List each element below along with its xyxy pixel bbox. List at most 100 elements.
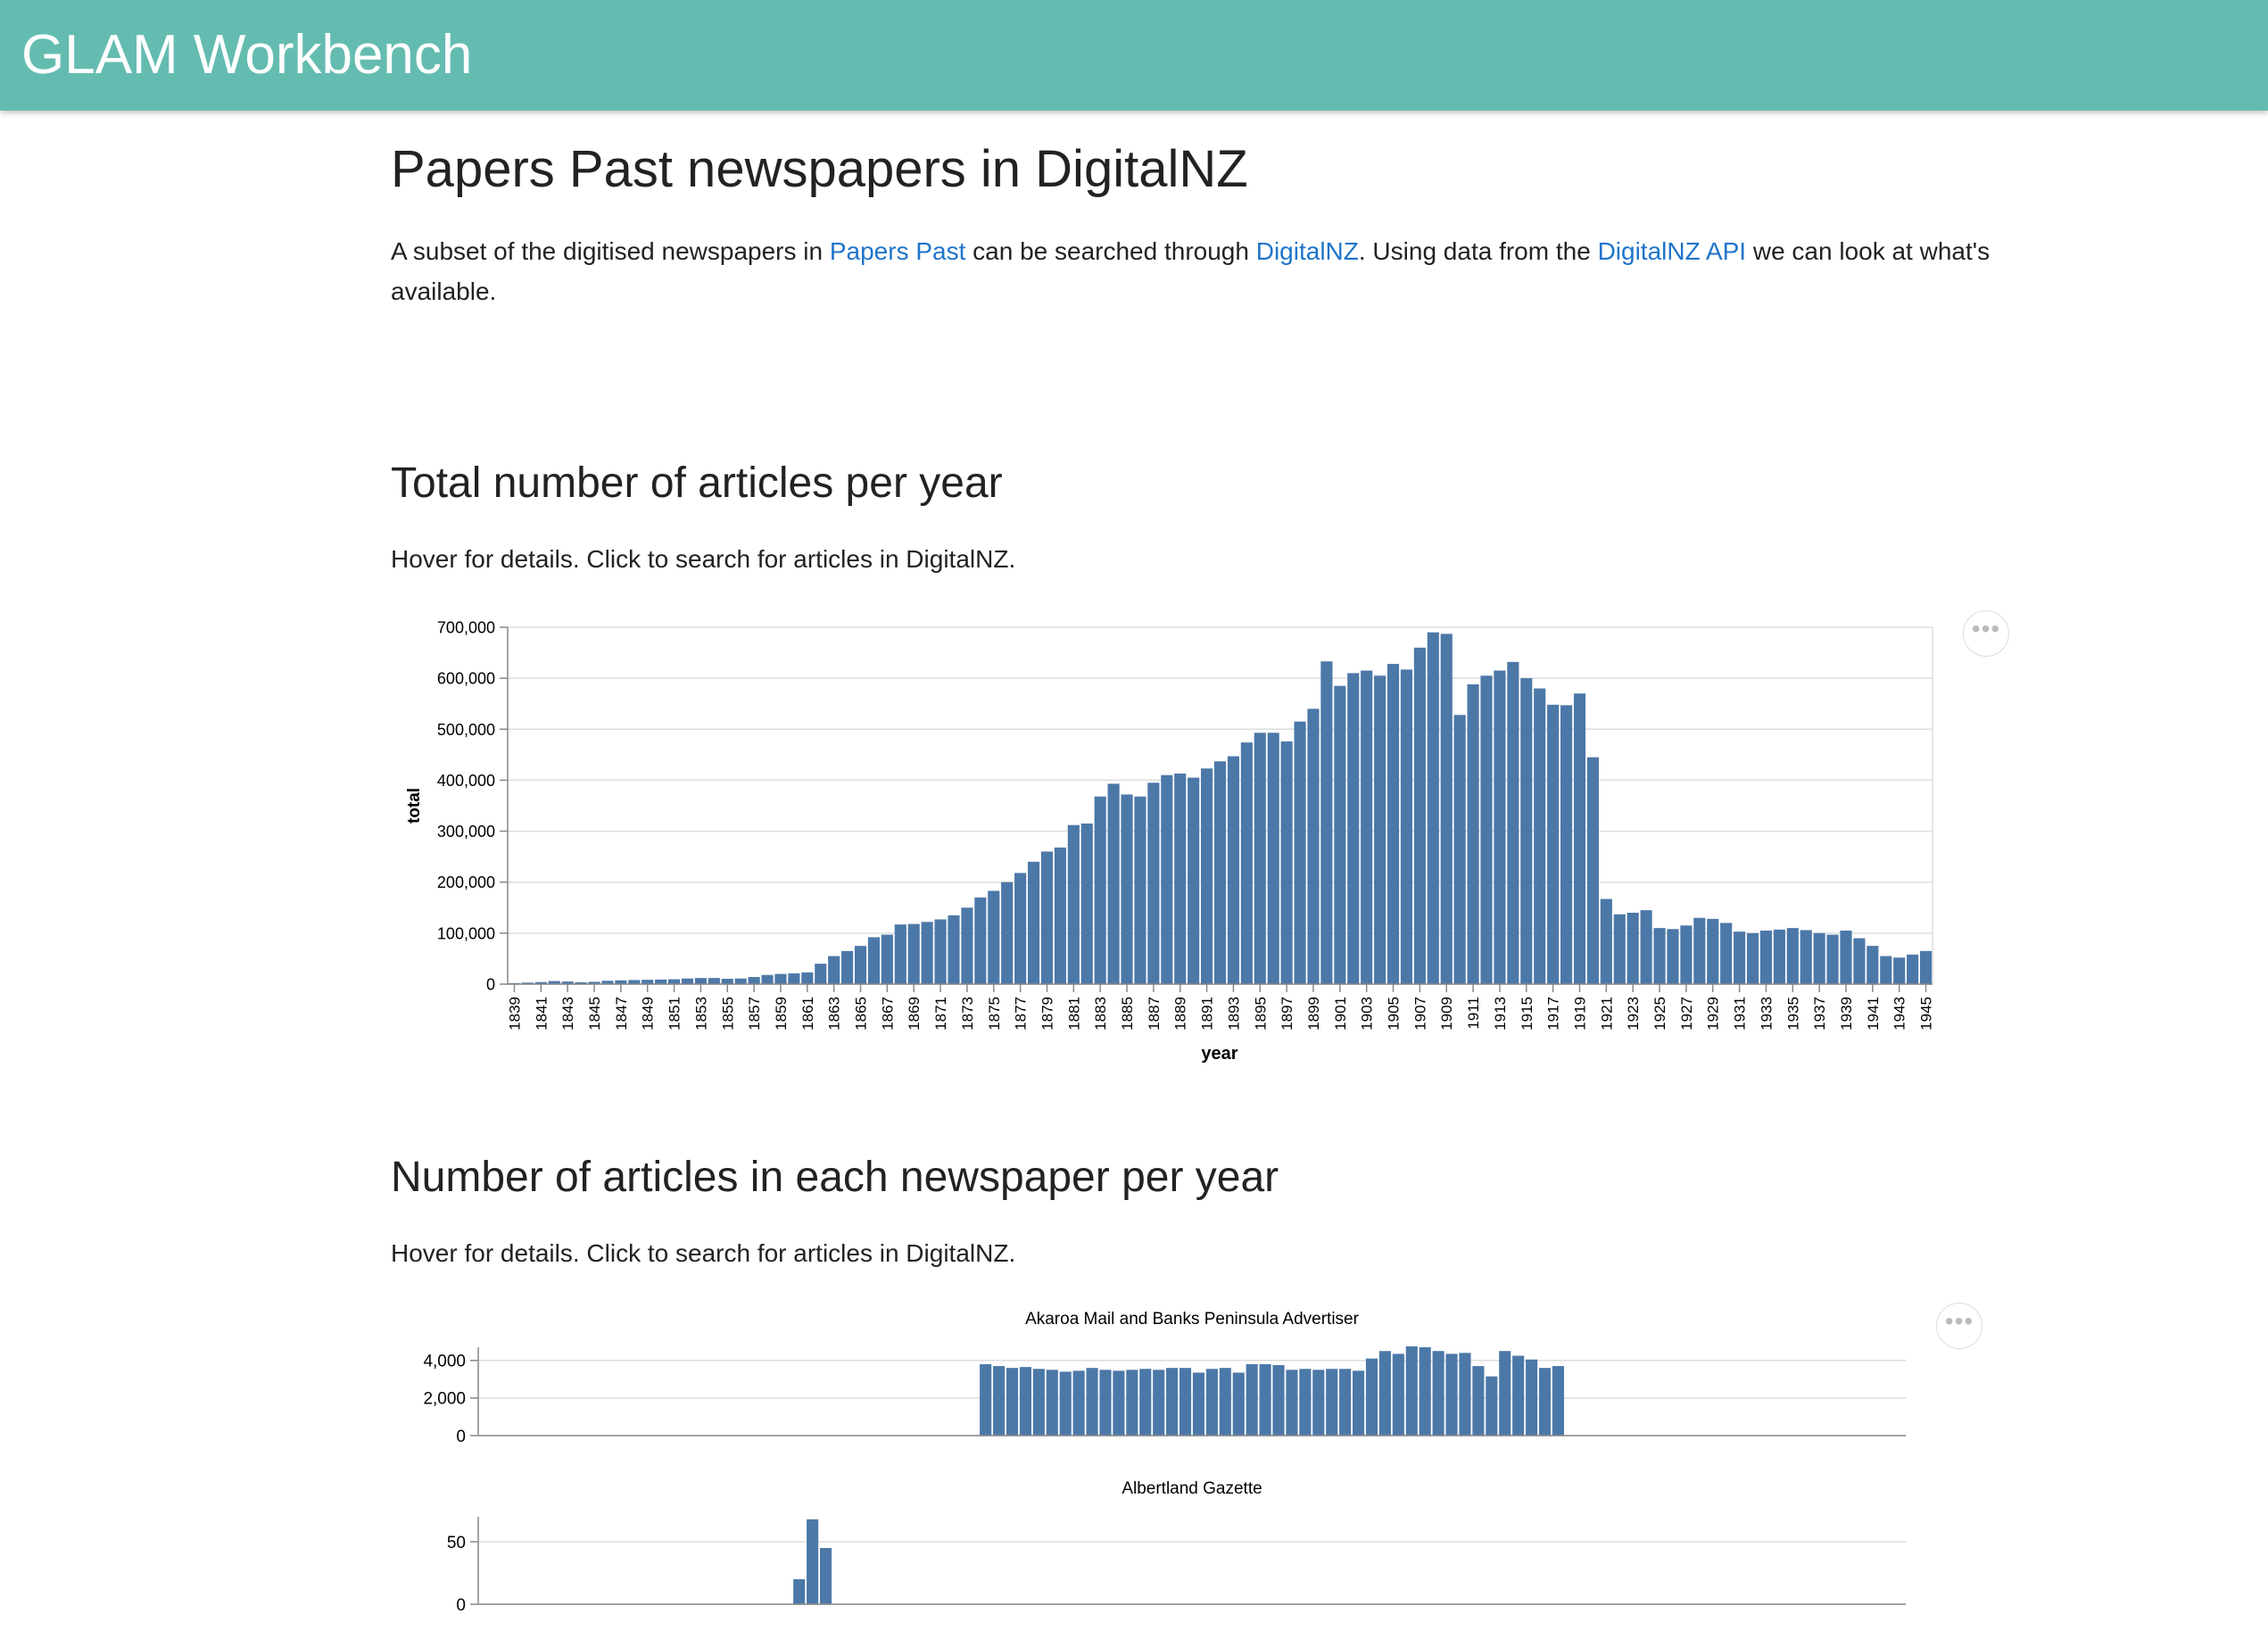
x-tick-label: 1855 <box>719 997 736 1031</box>
bar <box>1586 757 1599 984</box>
bar <box>1259 1363 1271 1436</box>
x-tick-label: 1913 <box>1492 997 1509 1031</box>
bar <box>993 1366 1006 1436</box>
y-tick-label: 4,000 <box>423 1353 466 1371</box>
bar <box>1227 756 1239 984</box>
bar <box>1746 932 1759 984</box>
chart-actions-menu-icon[interactable]: ••• <box>1936 1303 1982 1349</box>
bar <box>1040 851 1054 984</box>
bar <box>1192 1372 1205 1436</box>
bar <box>1386 664 1400 984</box>
bar <box>1826 934 1839 984</box>
bar <box>708 978 720 984</box>
digitalnz-api-link[interactable]: DigitalNZ API <box>1597 237 1747 265</box>
bar <box>1867 946 1879 984</box>
bar <box>1139 1369 1152 1436</box>
bar <box>655 979 667 984</box>
bar <box>561 981 574 984</box>
bar <box>1627 913 1639 984</box>
bar <box>1600 898 1612 984</box>
x-tick-label: 1853 <box>692 997 709 1031</box>
bar <box>1353 1370 1365 1436</box>
bar <box>1573 693 1586 984</box>
bar <box>807 1519 819 1604</box>
bar <box>1080 824 1093 984</box>
bar <box>1720 923 1733 984</box>
x-tick-label: 1849 <box>640 997 657 1031</box>
papers-past-link[interactable]: Papers Past <box>829 237 966 265</box>
bar <box>1480 675 1493 984</box>
y-tick-label: 200,000 <box>437 873 495 891</box>
bar <box>1445 1354 1458 1436</box>
bar <box>667 979 681 984</box>
x-tick-label: 1863 <box>826 997 843 1031</box>
x-tick-label: 1905 <box>1386 997 1403 1031</box>
bar <box>1759 931 1773 984</box>
bar <box>1840 931 1852 984</box>
bar <box>907 923 920 984</box>
bar <box>1107 783 1120 984</box>
chart-actions-menu-icon[interactable]: ••• <box>1963 610 2009 657</box>
page-title: Papers Past newspapers in DigitalNZ <box>391 140 1248 198</box>
bar <box>601 981 614 984</box>
x-tick-label: 1841 <box>533 997 550 1031</box>
bar <box>1800 930 1812 984</box>
bar <box>980 1363 992 1436</box>
x-tick-label: 1859 <box>773 997 790 1031</box>
x-tick-label: 1941 <box>1865 997 1882 1031</box>
bar <box>1512 1355 1525 1436</box>
x-tick-label: 1899 <box>1305 997 1322 1031</box>
facet-title: Akaroa Mail and Banks Peninsula Advertis… <box>1025 1310 1360 1329</box>
x-tick-label: 1909 <box>1438 997 1455 1031</box>
bar <box>1361 670 1373 984</box>
x-tick-label: 1897 <box>1279 997 1295 1031</box>
bar <box>1365 1358 1378 1436</box>
bar <box>1427 632 1439 984</box>
x-tick-label: 1895 <box>1252 997 1269 1031</box>
bar <box>1486 1376 1498 1436</box>
x-tick-label: 1919 <box>1571 997 1588 1031</box>
bar <box>881 934 893 984</box>
bar <box>988 890 1000 984</box>
bar <box>1027 861 1040 984</box>
x-tick-label: 1921 <box>1598 997 1615 1031</box>
bar <box>815 964 827 984</box>
y-tick-label: 0 <box>456 1596 466 1615</box>
bar <box>1121 794 1133 984</box>
bar <box>1094 796 1106 984</box>
x-tick-label: 1857 <box>746 997 763 1031</box>
digitalnz-link[interactable]: DigitalNZ <box>1255 237 1359 265</box>
bar <box>1472 1366 1485 1436</box>
bar <box>1786 928 1799 984</box>
bar <box>1613 914 1626 984</box>
bar <box>1374 675 1386 984</box>
bar <box>1534 688 1546 984</box>
bar <box>1294 721 1306 984</box>
bar <box>1667 929 1679 984</box>
bar <box>1734 931 1746 984</box>
bar <box>1499 1351 1511 1436</box>
x-tick-label: 1907 <box>1411 997 1428 1031</box>
bar <box>1161 774 1173 984</box>
x-tick-label: 1911 <box>1465 997 1482 1030</box>
x-tick-label: 1883 <box>1092 997 1109 1031</box>
bar <box>1054 847 1066 984</box>
bar <box>615 980 627 984</box>
bar <box>867 937 881 984</box>
bar <box>1014 873 1027 984</box>
bar <box>1392 1354 1404 1436</box>
bar <box>1099 1370 1112 1436</box>
bar <box>1254 733 1266 984</box>
bar <box>1188 777 1200 984</box>
brand-link[interactable]: GLAM Workbench <box>21 24 473 86</box>
bar <box>894 924 906 984</box>
bar <box>1907 954 1919 984</box>
x-tick-label: 1889 <box>1172 997 1189 1031</box>
bar <box>1001 882 1014 984</box>
x-axis-title: year <box>1201 1044 1237 1064</box>
bar <box>1653 928 1666 984</box>
bar <box>1046 1370 1058 1436</box>
